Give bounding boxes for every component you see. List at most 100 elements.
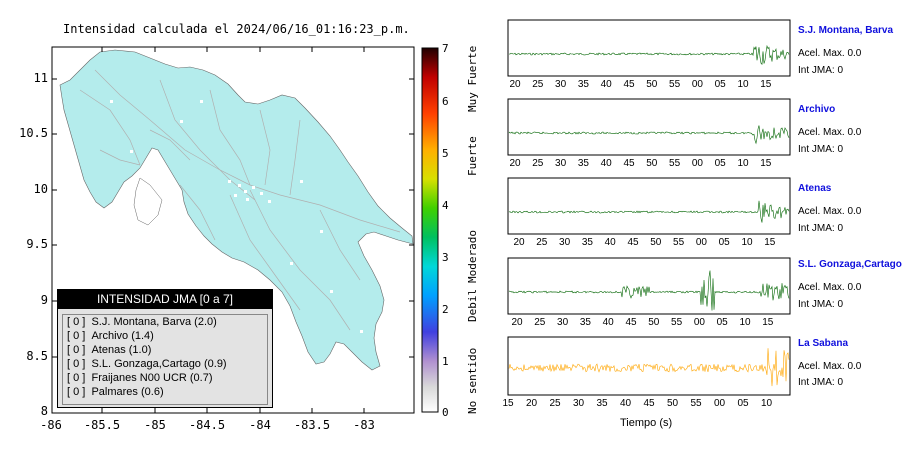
colorbar bbox=[421, 47, 439, 413]
lon-tick: -85 bbox=[144, 418, 166, 432]
waveform-tick: 10 bbox=[741, 237, 753, 248]
station-jma: Int JMA: 0 bbox=[798, 299, 844, 310]
legend-row: [ 0 ] S.L. Gonzaga,Cartago (0.9) bbox=[67, 358, 227, 370]
station-accel: Acel. Max. 0.0 bbox=[798, 361, 862, 372]
waveform-tick: 50 bbox=[650, 237, 662, 248]
gulf-water bbox=[133, 177, 163, 226]
colorbar-tick: 2 bbox=[442, 303, 449, 316]
waveform-trace bbox=[508, 348, 790, 387]
waveform-tick: 10 bbox=[737, 79, 749, 90]
waveform-tick: 40 bbox=[600, 79, 612, 90]
waveform-tick: 50 bbox=[666, 398, 679, 409]
lon-tick: -84.5 bbox=[188, 418, 226, 432]
waveform-tick: 50 bbox=[646, 79, 658, 90]
map-title: Intensidad calculada el 2024/06/16_01:16… bbox=[63, 22, 410, 36]
station-name: S.J. Montana, Barva bbox=[798, 25, 894, 36]
waveform-tick: 15 bbox=[502, 398, 514, 409]
lon-tick: -83 bbox=[353, 418, 375, 432]
waveform-tick: 00 bbox=[713, 398, 726, 409]
waveform-tick: 55 bbox=[673, 237, 685, 248]
waveform-tick: 15 bbox=[764, 237, 776, 248]
waveform-tick: 25 bbox=[532, 79, 544, 90]
waveform-tick: 45 bbox=[643, 398, 655, 409]
station-name: Archivo bbox=[798, 104, 836, 115]
station-accel: Acel. Max. 0.0 bbox=[798, 48, 862, 59]
colorbar-tick: 5 bbox=[442, 147, 449, 160]
waveform-tick: 50 bbox=[646, 158, 658, 169]
lat-tick: 8.5 bbox=[26, 349, 48, 363]
waveform-traces bbox=[508, 44, 790, 387]
waveform-tick: 40 bbox=[604, 237, 616, 248]
waveform-tick: 20 bbox=[511, 317, 523, 328]
waveform-tick: 45 bbox=[627, 237, 639, 248]
lat-tick: 9.5 bbox=[26, 237, 48, 251]
map-axis-ticks bbox=[52, 47, 414, 413]
lon-tick: -86 bbox=[40, 418, 62, 432]
station-name: Atenas bbox=[798, 183, 832, 194]
station-jma: Int JMA: 0 bbox=[798, 144, 844, 155]
waveform-tick: 30 bbox=[557, 317, 569, 328]
station-jma: Int JMA: 0 bbox=[798, 223, 844, 234]
waveform-tick: 05 bbox=[714, 158, 726, 169]
lat-tick: 10.5 bbox=[19, 126, 48, 140]
waveform-tick: 55 bbox=[669, 158, 681, 169]
waveform-trace bbox=[508, 125, 790, 145]
waveform-tick: 35 bbox=[596, 398, 608, 409]
waveform-tick: 25 bbox=[532, 158, 544, 169]
colorbar-tick: 6 bbox=[442, 95, 449, 108]
legend-row: [ 0 ] Archivo (1.4) bbox=[67, 330, 154, 342]
colorbar-tick: 4 bbox=[442, 199, 449, 212]
waveform-tick: 40 bbox=[600, 158, 612, 169]
waveform-tick: 05 bbox=[716, 317, 728, 328]
station-name: La Sabana bbox=[798, 338, 849, 349]
waveform-trace bbox=[508, 44, 790, 66]
lon-tick: -84 bbox=[249, 418, 271, 432]
waveform-tick: 55 bbox=[671, 317, 683, 328]
lat-tick: 11 bbox=[33, 71, 48, 85]
waveform-tick: 35 bbox=[579, 317, 591, 328]
waveform-tick: 30 bbox=[555, 79, 567, 90]
waveform-tick: 25 bbox=[534, 317, 546, 328]
colorbar-tick: 3 bbox=[442, 251, 449, 264]
waveform-tick: 25 bbox=[536, 237, 548, 248]
waveform-tick: 30 bbox=[555, 158, 567, 169]
waveform-tick: 05 bbox=[714, 79, 726, 90]
colorbar-tick: 0 bbox=[442, 406, 449, 419]
waveform-trace bbox=[508, 270, 790, 311]
waveform-tick: 55 bbox=[669, 79, 681, 90]
waveform-tick: 30 bbox=[559, 237, 571, 248]
station-accel: Acel. Max. 0.0 bbox=[798, 282, 862, 293]
waveform-tick: 25 bbox=[549, 398, 561, 409]
waveform-tick: 05 bbox=[718, 237, 730, 248]
waveform-tick: 50 bbox=[648, 317, 660, 328]
waveform-tick: 40 bbox=[602, 317, 614, 328]
lon-tick: -85.5 bbox=[83, 418, 121, 432]
lat-tick: 8 bbox=[40, 404, 48, 418]
waveform-tick: 00 bbox=[695, 237, 707, 248]
station-accel: Acel. Max. 0.0 bbox=[798, 206, 862, 217]
lon-tick: -83.5 bbox=[293, 418, 331, 432]
station-jma: Int JMA: 0 bbox=[798, 377, 844, 388]
legend-box: [ 0 ] S.J. Montana, Barva (2.0) [ 0 ] Ar… bbox=[62, 314, 268, 405]
colorbar-label: Debil bbox=[466, 288, 479, 322]
waveform-tick: 20 bbox=[525, 398, 538, 409]
waveform-tick: 10 bbox=[760, 398, 773, 409]
waveform-tick: 20 bbox=[513, 237, 525, 248]
lat-tick: 9 bbox=[40, 293, 48, 307]
station-jma: Int JMA: 0 bbox=[798, 65, 844, 76]
town-markers bbox=[110, 100, 363, 333]
waveform-tick: 35 bbox=[581, 237, 593, 248]
colorbar-label: Muy Fuerte bbox=[466, 45, 479, 112]
waveform-tick: 45 bbox=[625, 317, 637, 328]
colorbar-tick: 7 bbox=[442, 42, 449, 55]
waveform-tick: 00 bbox=[693, 317, 705, 328]
legend-row: [ 0 ] Atenas (1.0) bbox=[67, 344, 152, 356]
waveform-tick: 10 bbox=[737, 158, 749, 169]
waveform-tick: 15 bbox=[760, 79, 772, 90]
waveform-tick: 45 bbox=[623, 79, 635, 90]
waveform-tick: 15 bbox=[762, 317, 774, 328]
waveform-tick: 45 bbox=[623, 158, 635, 169]
waveform-tick: 55 bbox=[690, 398, 702, 409]
x-axis-title: Tiempo (s) bbox=[620, 417, 673, 429]
